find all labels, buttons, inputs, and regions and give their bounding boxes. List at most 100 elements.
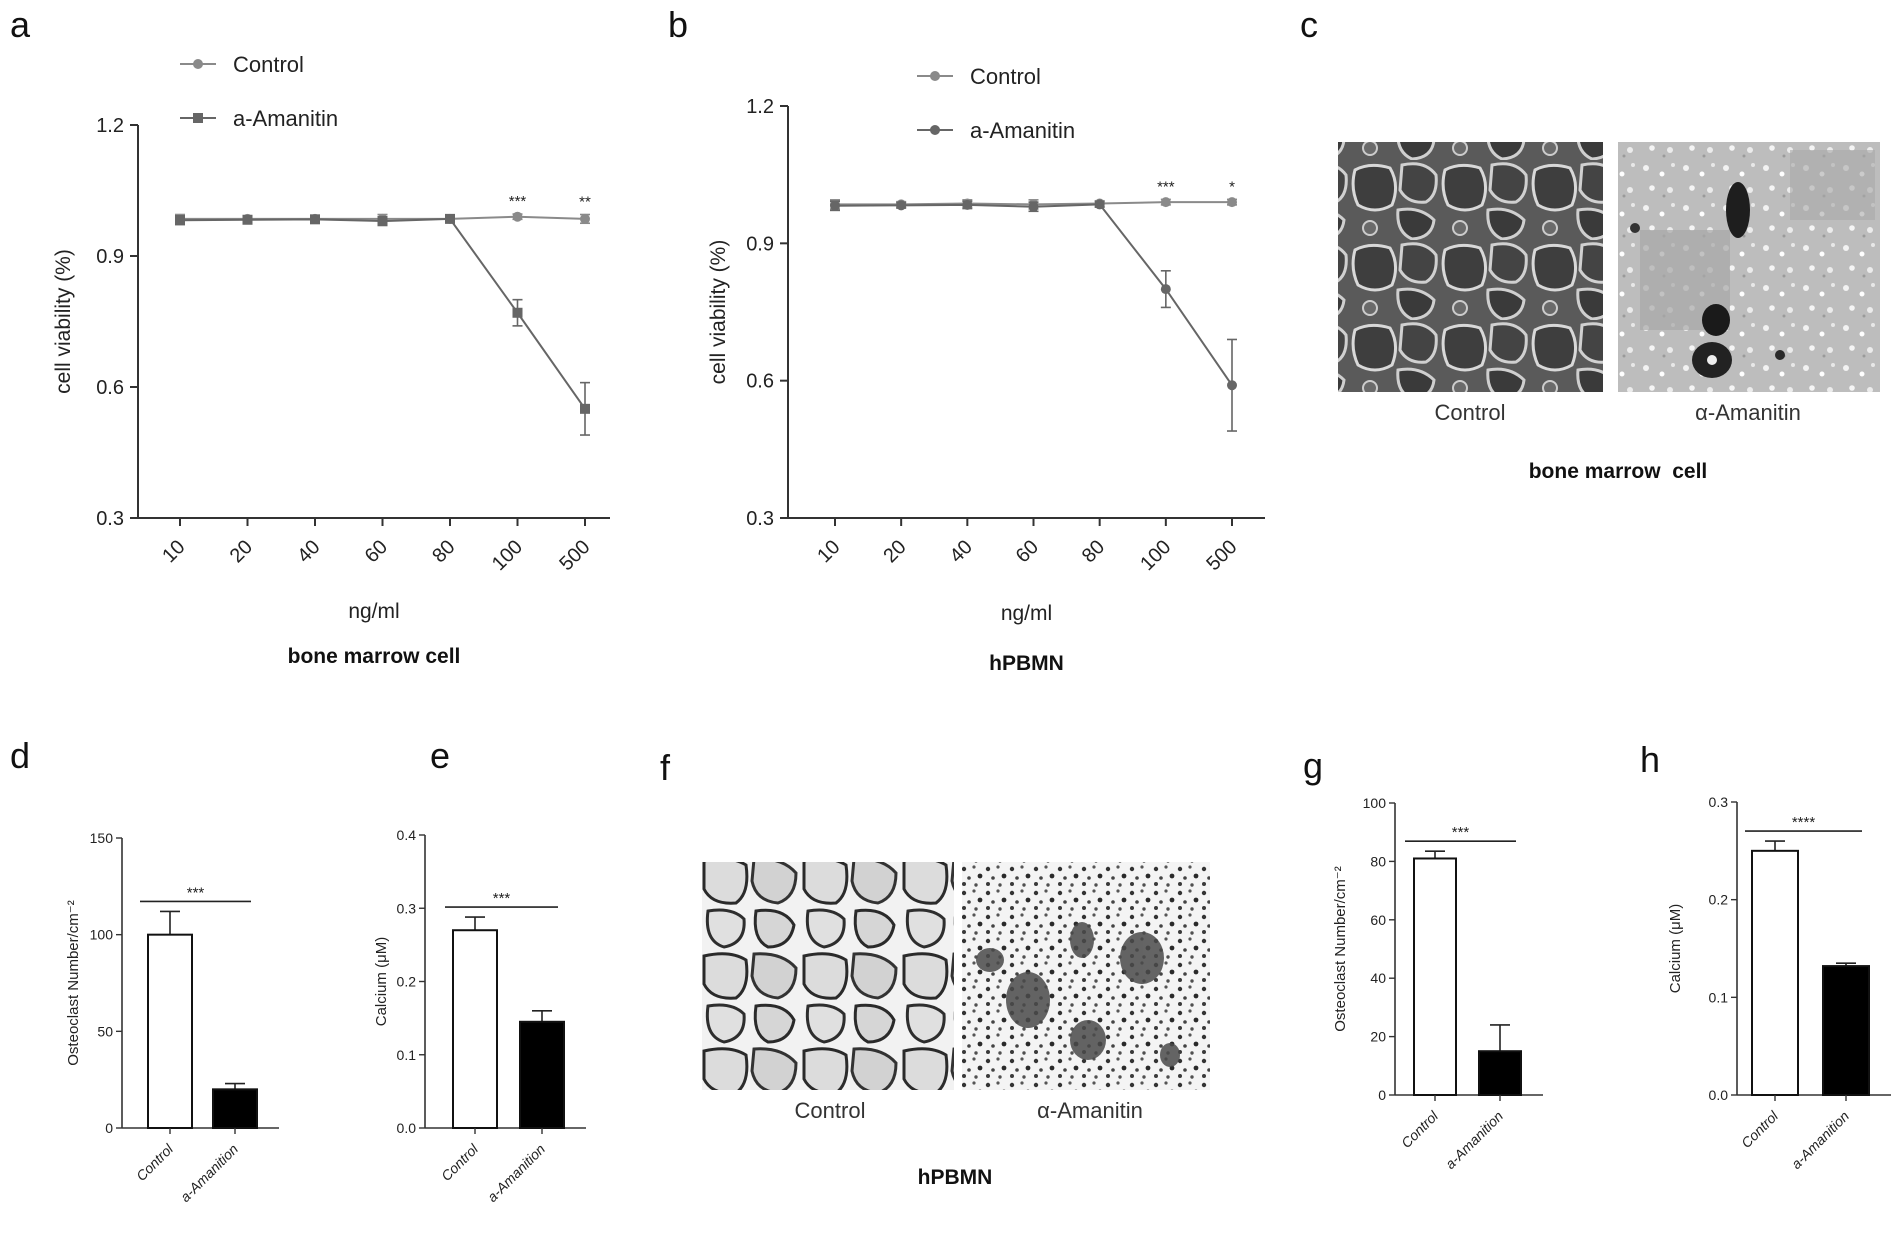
y-tick-label: 0.3 (1709, 794, 1729, 810)
x-tick-label: 100 (1136, 536, 1175, 575)
y-tick-label: 0 (105, 1120, 113, 1136)
legend-marker (193, 59, 203, 69)
bar-control (452, 929, 498, 1129)
y-tick-label: 0.1 (1709, 989, 1729, 1005)
panel-letter-f: f (660, 747, 671, 788)
panel-letter-b: b (668, 4, 688, 45)
micrograph-amanitin-features (1630, 150, 1875, 378)
y-tick-label: 60 (1370, 912, 1386, 928)
y-tick-label: 1.2 (746, 96, 774, 118)
data-point (962, 199, 973, 210)
panel-letter-h: h (1640, 739, 1660, 780)
data-point (377, 216, 388, 227)
y-axis-title: cell viability (%) (707, 240, 730, 385)
significance-marker: * (1229, 178, 1235, 195)
data-point (580, 213, 590, 224)
legend-marker (930, 125, 940, 135)
x-tick-label: 40 (293, 536, 324, 567)
micrograph-caption-c: bone marrow cell (1529, 460, 1708, 483)
data-point (1094, 199, 1105, 210)
y-tick-label: 150 (90, 830, 114, 846)
y-tick-label: 80 (1370, 853, 1386, 869)
panel-letter-a: a (10, 4, 31, 45)
x-tick-label: 10 (158, 536, 189, 567)
y-tick-label: 0.0 (1709, 1087, 1729, 1103)
bar-chart-osteoclast-bone-marrow: 0 50 100 150 Osteoclast Number/cm⁻² Control a-… (65, 830, 279, 1205)
micrograph-control-bone-marrow (1338, 142, 1603, 392)
significance-marker: *** (493, 890, 511, 907)
series-line-1 (834, 203, 1233, 386)
y-axis-title: Osteoclast Number/cm⁻² (1332, 866, 1349, 1031)
y-tick-label: 20 (1370, 1029, 1386, 1045)
significance-marker: ** (579, 194, 591, 211)
x-tick-label: 60 (1012, 536, 1043, 567)
y-axis-title: Calcium (μM) (1667, 904, 1684, 993)
bar-chart-calcium-bone-marrow: 0.0 0.1 0.2 0.3 0.4 Calcium (μM) Control a-Aman… (373, 827, 586, 1205)
y-axis-title: Calcium (μM) (373, 937, 390, 1026)
x-tick-label: Control (438, 1140, 482, 1184)
x-tick-label: 80 (1078, 536, 1109, 567)
x-tick-label: Control (133, 1140, 177, 1184)
x-tick-label: Control (1738, 1107, 1782, 1151)
significance-marker: **** (1792, 814, 1816, 831)
micrograph-control-hpbmn (702, 862, 954, 1090)
y-axis-title: Osteoclast Number/cm⁻² (65, 900, 82, 1065)
data-point (1160, 284, 1171, 295)
x-tick-label: 500 (1202, 536, 1241, 575)
y-tick-label: 0.4 (397, 827, 417, 843)
chart-caption: hPBMN (989, 652, 1064, 675)
y-tick-label: 1.2 (96, 115, 124, 137)
y-tick-label: 0.6 (746, 371, 774, 393)
x-tick-label: Control (1398, 1107, 1442, 1151)
bar-chart-calcium-hpbmn: 0.0 0.1 0.2 0.3 Calcium (μM) Control a-Amaniti… (1667, 794, 1891, 1172)
data-point (1160, 197, 1171, 208)
legend-label: Control (970, 64, 1041, 89)
data-point (1227, 197, 1237, 208)
data-point (1028, 201, 1039, 212)
legend-marker (930, 71, 940, 81)
significance-marker: *** (1452, 824, 1470, 841)
data-point (310, 214, 320, 225)
micrograph-panel-c: Control α-Amanitin bone marrow cell (1338, 142, 1880, 483)
bar-control (147, 933, 193, 1130)
x-axis-title: ng/ml (348, 600, 399, 623)
y-tick-label: 0.0 (397, 1120, 417, 1136)
x-tick-label: 80 (428, 536, 459, 567)
x-tick-label: 60 (361, 536, 392, 567)
micrograph-label-control-c: Control (1435, 400, 1506, 425)
data-point (242, 214, 253, 225)
y-tick-label: 0.2 (1709, 892, 1729, 908)
micrograph-amanitin-f-features (976, 922, 1180, 1067)
panel-letter-e: e (430, 735, 450, 776)
x-tick-label: a-Amanition (484, 1141, 548, 1205)
y-tick-label: 100 (90, 927, 114, 943)
y-tick-label: 0.3 (397, 900, 417, 916)
data-point (512, 307, 523, 318)
data-point (445, 213, 455, 224)
x-tick-label: 20 (879, 536, 910, 567)
x-tick-label: 100 (488, 536, 527, 575)
line-chart-bone-marrow: 0.3 0.6 0.9 1.2 10 20 40 60 80 100 500 cell viabili… (52, 52, 610, 668)
series-line-1 (179, 217, 586, 410)
bar-control (1413, 857, 1457, 1096)
x-axis-title: ng/ml (1001, 602, 1052, 625)
significance-marker: *** (1157, 178, 1175, 195)
bar-a-amanition (519, 1020, 565, 1129)
legend-label: a-Amanitin (233, 106, 338, 131)
y-tick-label: 40 (1370, 970, 1386, 986)
y-tick-label: 0.3 (96, 508, 124, 530)
micrograph-label-control-f: Control (795, 1098, 866, 1123)
x-tick-label: 40 (946, 536, 977, 567)
panel-letter-g: g (1303, 745, 1323, 786)
micrograph-panel-f: Control α-Amanitin hPBMN (702, 862, 1210, 1189)
panel-letter-d: d (10, 735, 30, 776)
y-tick-label: 0.2 (397, 974, 417, 990)
y-tick-label: 0.9 (96, 246, 124, 268)
chart-caption: bone marrow cell (288, 645, 461, 668)
x-tick-label: 10 (813, 536, 844, 567)
panel-letter-c: c (1300, 4, 1318, 45)
significance-marker: *** (509, 193, 527, 210)
data-point (512, 211, 523, 222)
y-tick-label: 0.3 (746, 508, 774, 530)
